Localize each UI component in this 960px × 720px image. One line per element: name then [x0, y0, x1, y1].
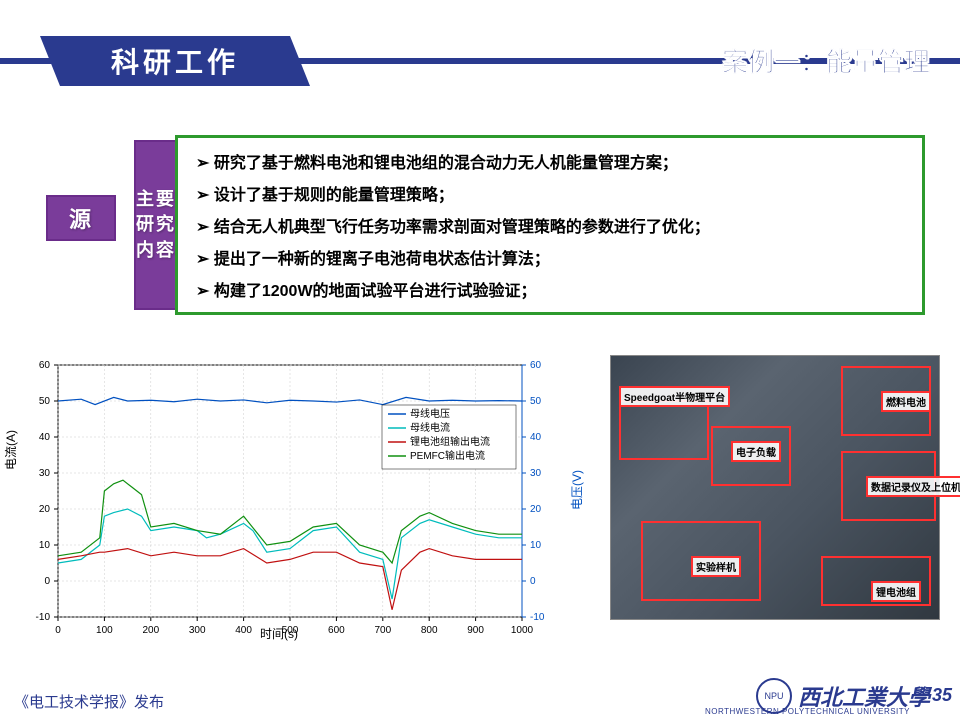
chart-container: 01002003004005006007008009001000-1001020…	[10, 355, 570, 645]
page-number: 35	[932, 685, 952, 706]
svg-text:10: 10	[530, 540, 542, 551]
svg-text:600: 600	[328, 625, 345, 636]
svg-text:50: 50	[530, 396, 542, 407]
photo-annotation: 实验样机	[691, 556, 741, 577]
bullet-item: 构建了1200W的地面试验平台进行试验验证；	[196, 276, 904, 308]
y-right-label: 电压(V)	[568, 470, 585, 510]
svg-text:400: 400	[235, 625, 252, 636]
university-en: NORTHWESTERN POLYTECHNICAL UNIVERSITY	[705, 707, 910, 716]
svg-text:-10: -10	[36, 612, 51, 623]
y-left-label: 电流(A)	[2, 430, 19, 470]
svg-text:10: 10	[39, 540, 51, 551]
svg-text:PEMFC输出电流: PEMFC输出电流	[410, 449, 485, 462]
bullet-item: 提出了一种新的锂离子电池荷电状态估计算法；	[196, 244, 904, 276]
svg-text:-10: -10	[530, 612, 545, 623]
svg-text:100: 100	[96, 625, 113, 636]
svg-text:30: 30	[39, 468, 51, 479]
svg-text:50: 50	[39, 396, 51, 407]
chart-svg: 01002003004005006007008009001000-1001020…	[10, 355, 570, 645]
case-title: 案例一：能量管理	[722, 42, 930, 79]
svg-text:900: 900	[467, 625, 484, 636]
label-source: 源	[46, 195, 116, 241]
label-main-content: 主要研究内容	[134, 140, 178, 310]
svg-text:40: 40	[530, 432, 542, 443]
photo-annotation: 锂电池组	[871, 581, 921, 602]
header: 科研工作 案例一：能量管理	[0, 36, 960, 90]
svg-text:0: 0	[530, 576, 536, 587]
svg-text:200: 200	[142, 625, 159, 636]
photo-region-box	[619, 400, 709, 460]
bullet-item: 设计了基于规则的能量管理策略；	[196, 180, 904, 212]
svg-text:20: 20	[530, 504, 542, 515]
section-title: 科研工作	[60, 36, 290, 86]
svg-text:40: 40	[39, 432, 51, 443]
photo-annotation: 电子负载	[731, 441, 781, 462]
svg-text:60: 60	[530, 360, 542, 371]
svg-text:700: 700	[374, 625, 391, 636]
footer: 《电工技术学报》发布 NPU 西北工業大學 NORTHWESTERN POLYT…	[0, 674, 960, 714]
svg-text:母线电流: 母线电流	[410, 421, 450, 434]
journal-text: 《电工技术学报》发布	[14, 691, 164, 712]
photo-annotation: 燃料电池	[881, 391, 931, 412]
svg-text:1000: 1000	[511, 625, 534, 636]
content-box: 研究了基于燃料电池和锂电池组的混合动力无人机能量管理方案；设计了基于规则的能量管…	[175, 135, 925, 315]
photo-annotation: Speedgoat半物理平台	[619, 386, 730, 407]
bullet-item: 研究了基于燃料电池和锂电池组的混合动力无人机能量管理方案；	[196, 148, 904, 180]
svg-text:30: 30	[530, 468, 542, 479]
svg-text:母线电压: 母线电压	[410, 407, 450, 420]
photo-annotation: 数据记录仪及上位机	[866, 476, 960, 497]
svg-text:0: 0	[44, 576, 50, 587]
x-label: 时间(s)	[260, 625, 298, 642]
photo-container: Speedgoat半物理平台燃料电池电子负载数据记录仪及上位机实验样机锂电池组	[610, 355, 940, 620]
svg-text:60: 60	[39, 360, 51, 371]
svg-text:0: 0	[55, 625, 61, 636]
svg-text:锂电池组输出电流: 锂电池组输出电流	[410, 435, 490, 448]
bullet-item: 结合无人机典型飞行任务功率需求剖面对管理策略的参数进行了优化；	[196, 212, 904, 244]
svg-text:300: 300	[189, 625, 206, 636]
svg-text:20: 20	[39, 504, 51, 515]
svg-text:800: 800	[421, 625, 438, 636]
bullet-list: 研究了基于燃料电池和锂电池组的混合动力无人机能量管理方案；设计了基于规则的能量管…	[196, 148, 904, 308]
